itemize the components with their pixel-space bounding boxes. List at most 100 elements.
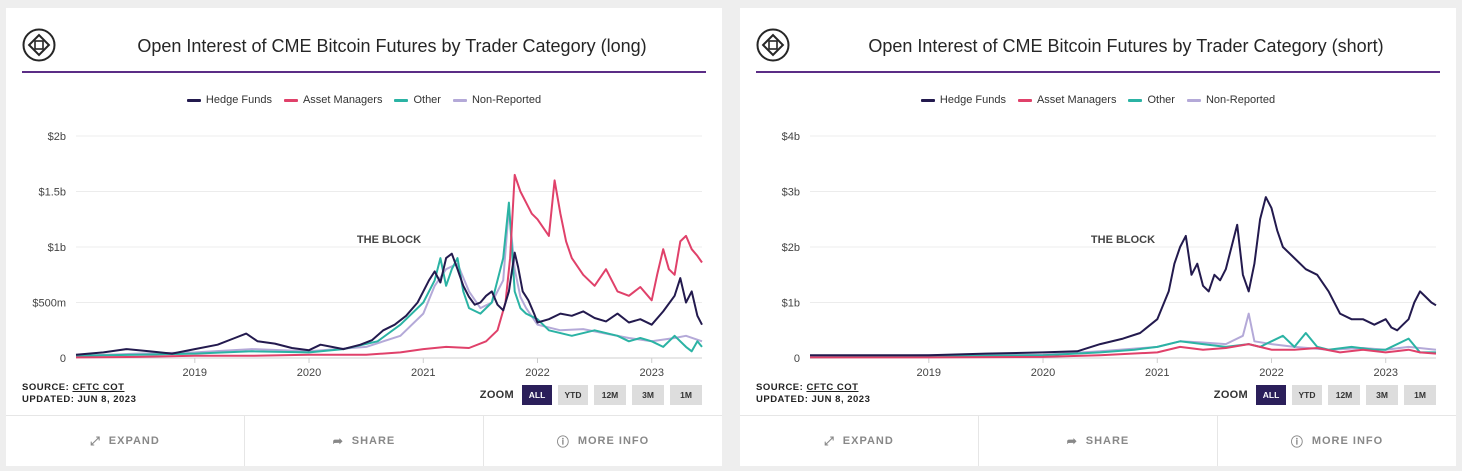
legend-label: Non-Reported xyxy=(471,94,542,106)
more-info-button[interactable]: ⓘ MORE INFO xyxy=(484,416,722,466)
series-line-hedge-funds[interactable] xyxy=(810,196,1437,357)
info-icon: ⓘ xyxy=(556,434,570,449)
x-tick-label: 2023 xyxy=(1373,367,1397,379)
zoom-1m-button[interactable]: 1M xyxy=(1404,385,1436,405)
expand-button[interactable]: ⤢ EXPAND xyxy=(6,416,245,466)
x-tick-label: 2022 xyxy=(1259,367,1283,379)
title-divider xyxy=(756,71,1440,73)
legend-item-non-reported[interactable]: Non-Reported xyxy=(1186,94,1276,106)
legend-item-other[interactable]: Other xyxy=(1128,94,1175,106)
y-tick-label: 0 xyxy=(60,353,66,365)
series-line-asset-managers[interactable] xyxy=(810,343,1437,359)
line-chart: THE BLOCK 0 $1b $2b $3b $4b 2019 2020 2021 2022 20… xyxy=(782,131,1437,379)
expand-label: EXPAND xyxy=(108,435,160,447)
updated-date: UPDATED: JUN 8, 2023 xyxy=(756,394,871,405)
zoom-12m-button[interactable]: 12M xyxy=(1328,385,1360,405)
x-tick-label: 2022 xyxy=(525,367,549,379)
zoom-controls: ZOOM ALL YTD 12M 3M 1M xyxy=(1214,385,1436,405)
series-line-other[interactable] xyxy=(75,201,703,357)
legend-swatch xyxy=(452,98,467,102)
y-tick-label: $2b xyxy=(48,131,66,143)
source-label: SOURCE: xyxy=(22,382,70,393)
expand-icon: ⤢ xyxy=(90,433,101,448)
zoom-label: ZOOM xyxy=(1213,389,1248,401)
updated-date: UPDATED: JUN 8, 2023 xyxy=(22,394,137,405)
line-chart: THE BLOCK 0 $500m $1b $1.5b $2b 2019 2020 2021 20… xyxy=(32,131,703,379)
source-info: SOURCE: CFTC COT UPDATED: JUN 8, 2023 xyxy=(756,382,870,406)
y-tick-label: $500m xyxy=(32,298,66,310)
zoom-ytd-button[interactable]: YTD xyxy=(558,385,588,405)
zoom-12m-button[interactable]: 12M xyxy=(594,385,626,405)
zoom-all-button[interactable]: ALL xyxy=(1256,385,1286,405)
card-footer: ⤢ EXPAND ➦ SHARE ⓘ MORE INFO xyxy=(740,415,1456,466)
zoom-3m-button[interactable]: 3M xyxy=(1366,385,1398,405)
x-tick-label: 2020 xyxy=(1031,367,1055,379)
legend-label: Non-Reported xyxy=(1205,94,1276,106)
y-tick-label: $1b xyxy=(48,242,66,254)
x-tick-label: 2020 xyxy=(297,367,321,379)
zoom-3m-button[interactable]: 3M xyxy=(632,385,664,405)
expand-button[interactable]: ⤢ EXPAND xyxy=(740,416,979,466)
zoom-all-button[interactable]: ALL xyxy=(522,385,552,405)
zoom-ytd-button[interactable]: YTD xyxy=(1292,385,1322,405)
y-tick-label: $3b xyxy=(782,187,800,199)
the-block-logo-icon xyxy=(756,28,790,62)
y-tick-label: $2b xyxy=(782,242,800,254)
legend-item-other[interactable]: Other xyxy=(394,94,441,106)
legend-item-asset-managers[interactable]: Asset Managers xyxy=(283,94,383,106)
expand-icon: ⤢ xyxy=(824,433,835,448)
x-tick-label: 2019 xyxy=(917,367,941,379)
legend-label: Asset Managers xyxy=(1036,94,1117,106)
source-info: SOURCE: CFTC COT UPDATED: JUN 8, 2023 xyxy=(22,382,136,406)
y-tick-label: $4b xyxy=(782,131,800,143)
legend-swatch xyxy=(283,98,298,102)
legend-swatch xyxy=(1128,98,1143,102)
share-icon: ➦ xyxy=(1066,434,1078,448)
legend-item-asset-managers[interactable]: Asset Managers xyxy=(1017,94,1117,106)
legend-label: Hedge Funds xyxy=(205,94,272,106)
chart-title: Open Interest of CME Bitcoin Futures by … xyxy=(868,36,1384,56)
share-button[interactable]: ➦ SHARE xyxy=(979,416,1218,466)
source-link[interactable]: CFTC COT xyxy=(806,382,859,393)
info-icon: ⓘ xyxy=(1290,434,1304,449)
legend-item-hedge-funds[interactable]: Hedge Funds xyxy=(920,94,1006,106)
legend-item-non-reported[interactable]: Non-Reported xyxy=(452,94,542,106)
chart-legend: Hedge Funds Asset Managers Other Non-Rep… xyxy=(6,94,722,106)
legend-swatch xyxy=(1017,98,1032,102)
zoom-controls: ZOOM ALL YTD 12M 3M 1M xyxy=(480,385,702,405)
share-label: SHARE xyxy=(351,435,396,447)
legend-swatch xyxy=(186,98,201,102)
series-line-hedge-funds[interactable] xyxy=(75,251,703,356)
share-button[interactable]: ➦ SHARE xyxy=(245,416,484,466)
source-link[interactable]: CFTC COT xyxy=(72,382,125,393)
x-tick-label: 2019 xyxy=(183,367,207,379)
legend-label: Other xyxy=(413,94,441,106)
chart-legend: Hedge Funds Asset Managers Other Non-Rep… xyxy=(740,94,1456,106)
legend-swatch xyxy=(394,98,409,102)
zoom-1m-button[interactable]: 1M xyxy=(670,385,702,405)
share-icon: ➦ xyxy=(332,434,344,448)
more-info-button[interactable]: ⓘ MORE INFO xyxy=(1218,416,1456,466)
x-tick-label: 2023 xyxy=(639,367,663,379)
x-tick-label: 2021 xyxy=(1145,367,1169,379)
legend-label: Other xyxy=(1147,94,1175,106)
source-label: SOURCE: xyxy=(756,382,804,393)
series-line-asset-managers[interactable] xyxy=(75,173,703,359)
title-divider xyxy=(22,71,706,73)
legend-swatch xyxy=(1186,98,1201,102)
more-info-label: MORE INFO xyxy=(1311,435,1384,447)
zoom-label: ZOOM xyxy=(479,389,514,401)
y-tick-label: 0 xyxy=(794,353,800,365)
legend-label: Asset Managers xyxy=(302,94,383,106)
y-tick-label: $1.5b xyxy=(38,187,66,199)
legend-swatch xyxy=(920,98,935,102)
more-info-label: MORE INFO xyxy=(577,435,650,447)
expand-label: EXPAND xyxy=(842,435,894,447)
legend-item-hedge-funds[interactable]: Hedge Funds xyxy=(186,94,272,106)
y-tick-label: $1b xyxy=(782,298,800,310)
x-tick-label: 2021 xyxy=(411,367,435,379)
share-label: SHARE xyxy=(1085,435,1130,447)
chart-title: Open Interest of CME Bitcoin Futures by … xyxy=(137,36,647,56)
the-block-logo-icon xyxy=(22,28,56,62)
series-line-other[interactable] xyxy=(809,332,1436,359)
